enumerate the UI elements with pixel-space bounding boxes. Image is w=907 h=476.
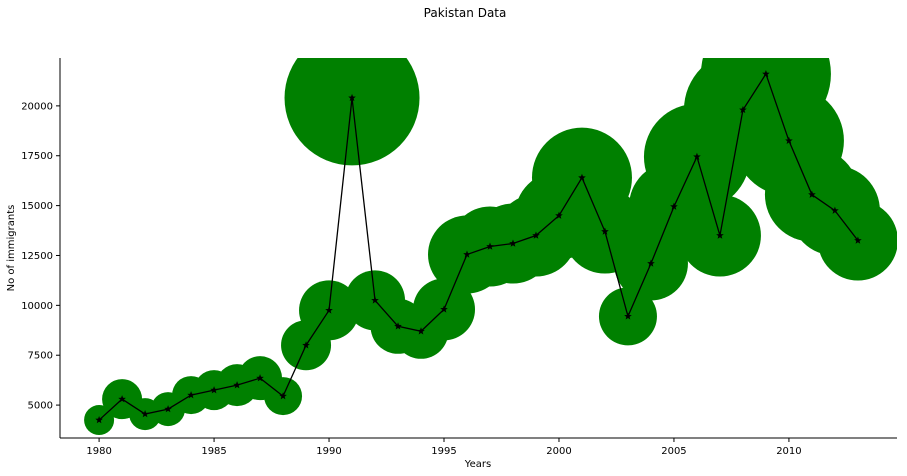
y-tick-label: 10000 [21, 301, 53, 312]
star-marker [716, 231, 724, 239]
star-marker [463, 250, 471, 258]
y-tick-label: 7500 [28, 351, 53, 362]
y-tick-label: 20000 [21, 101, 53, 112]
line-layer [98, 72, 859, 421]
x-tick-label: 1985 [201, 446, 226, 457]
star-marker [233, 381, 241, 389]
x-tick-label: 2005 [661, 446, 686, 457]
y-axis-label: No of immigrants [6, 205, 17, 292]
star-marker [325, 306, 333, 314]
series-line [98, 72, 859, 421]
star-marker [164, 405, 172, 413]
star-marker [555, 211, 563, 219]
star-marker [762, 69, 770, 78]
star-marker [371, 296, 379, 304]
y-axis-ticks: 5000 7500 10000 12500 15000 17500 20000 [21, 101, 60, 412]
star-marker [348, 93, 356, 102]
star-marker [210, 386, 218, 394]
star-marker [831, 206, 839, 214]
x-axis-ticks: 1980 1985 1990 1995 2000 2005 2010 [86, 438, 802, 457]
star-marker [417, 327, 425, 335]
x-tick-label: 1990 [316, 446, 341, 457]
star-marker [578, 173, 586, 181]
y-tick-label: 5000 [28, 401, 53, 412]
star-marker [532, 231, 540, 239]
star-marker [509, 239, 517, 247]
star-marker [647, 259, 655, 267]
star-marker [739, 105, 747, 114]
star-marker [95, 416, 103, 424]
x-tick-label: 1995 [431, 446, 456, 457]
y-tick-label: 12500 [21, 251, 53, 262]
marker-layer [95, 69, 862, 424]
y-tick-label: 15000 [21, 201, 53, 212]
data-bubble [284, 58, 420, 166]
star-marker [486, 242, 494, 250]
star-marker [141, 410, 149, 418]
star-marker [118, 395, 126, 403]
star-marker [670, 202, 678, 210]
bubble-layer [84, 58, 897, 436]
star-marker [808, 190, 816, 198]
x-tick-label: 2000 [546, 446, 571, 457]
x-tick-label: 1980 [86, 446, 111, 457]
star-marker [187, 391, 195, 399]
star-marker [279, 392, 287, 400]
star-marker [785, 136, 793, 145]
x-axis-label: Years [464, 459, 491, 470]
star-marker [256, 374, 264, 382]
chart-title: Pakistan Data [424, 6, 507, 20]
star-marker [854, 236, 862, 244]
star-marker [693, 152, 701, 160]
x-tick-label: 2010 [776, 446, 801, 457]
star-marker [624, 312, 632, 320]
star-marker [440, 305, 448, 313]
y-tick-label: 17500 [21, 151, 53, 162]
star-marker [601, 227, 609, 235]
star-marker [302, 341, 310, 349]
star-marker [394, 322, 402, 330]
